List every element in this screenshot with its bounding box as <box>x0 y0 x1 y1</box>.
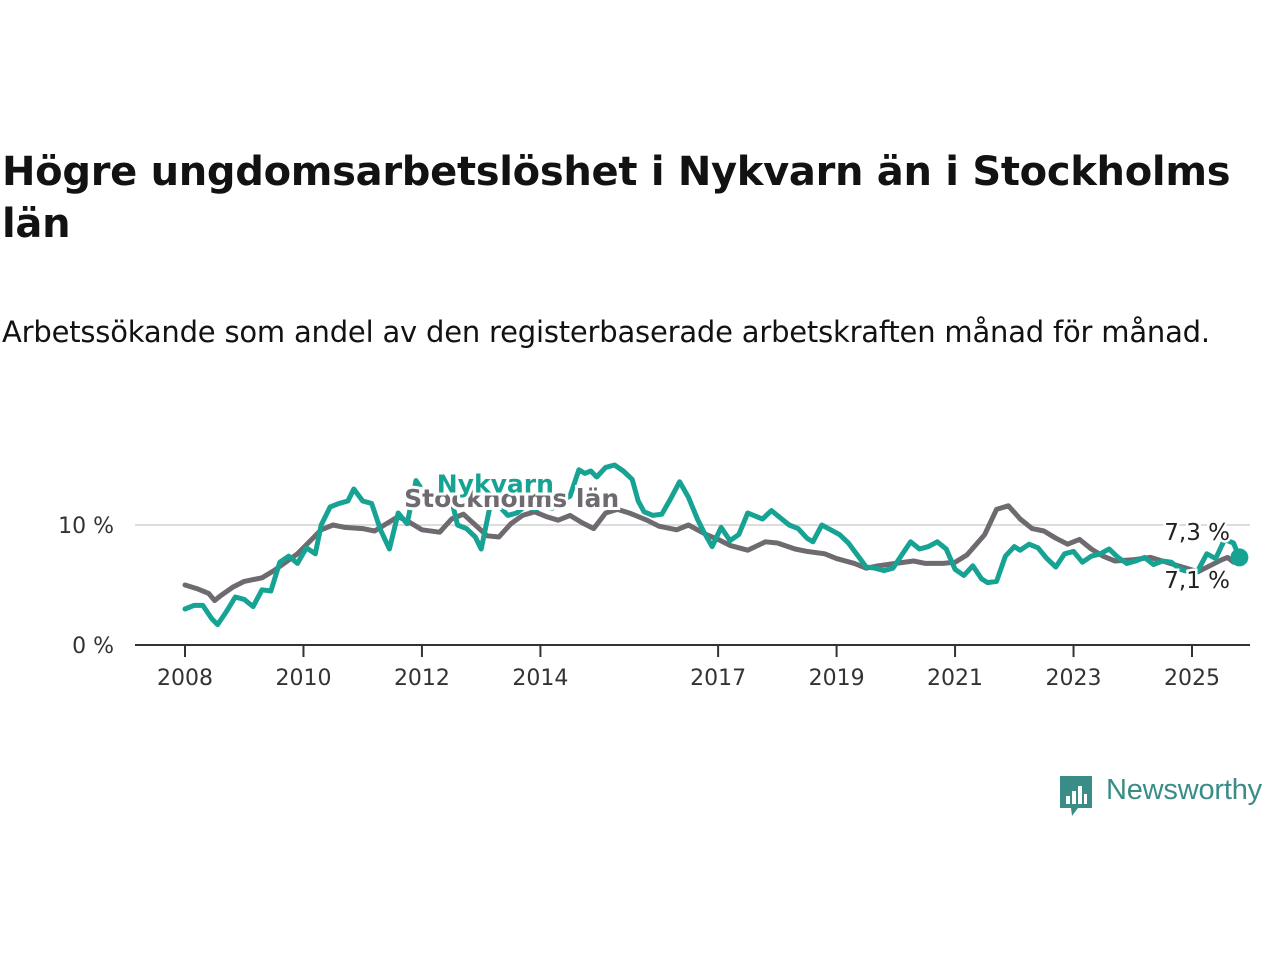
x-tick-label: 2014 <box>512 666 568 691</box>
x-tick-label: 2019 <box>809 666 865 691</box>
y-tick-label: 10 % <box>58 514 114 539</box>
x-tick-label: 2017 <box>690 666 746 691</box>
x-tick-label: 2012 <box>394 666 450 691</box>
x-tick-label: 2021 <box>927 666 983 691</box>
line-chart: 0 % 10 % 2008 2010 2012 2014 2017 2019 2021 2023… <box>58 462 1250 691</box>
chart-subtitle: Arbetssökande som andel av den registerb… <box>2 315 1210 349</box>
newsworthy-logo: Newsworthy <box>1058 770 1280 820</box>
x-tick-label: 2010 <box>275 666 331 691</box>
y-tick-label: 0 % <box>72 634 114 659</box>
end-value-label-stockholm: 7,1 % <box>1164 568 1230 594</box>
end-point-dot <box>1230 548 1249 567</box>
x-tick-label: 2008 <box>157 666 213 691</box>
x-axis-ticks: 2008 2010 2012 2014 2017 2019 2021 2023 2025 <box>157 645 1220 691</box>
series-label: Nykvarn <box>437 470 554 499</box>
series-label: Stockholms län <box>404 484 619 513</box>
bar-chart-speech-bubble-icon <box>1060 776 1092 816</box>
x-tick-label: 2025 <box>1164 666 1220 691</box>
x-tick-label: 2023 <box>1046 666 1102 691</box>
series-lines <box>182 462 1242 628</box>
chart-title: Högre ungdomsarbetslöshet i Nykvarn än i… <box>2 149 1231 247</box>
series-line-stockholms-län <box>182 503 1242 604</box>
series-line-nykvarn <box>182 462 1242 628</box>
logo-text: Newsworthy <box>1106 774 1262 806</box>
end-value-label-nykvarn: 7,3 % <box>1164 520 1230 546</box>
y-axis-ticks: 0 % 10 % <box>58 514 114 659</box>
